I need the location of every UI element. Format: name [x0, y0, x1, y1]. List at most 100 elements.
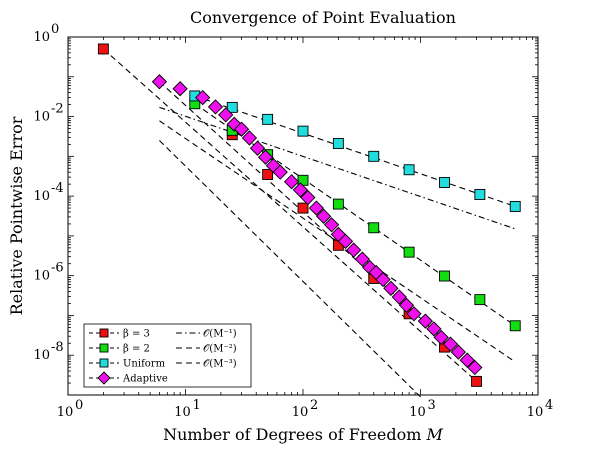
legend-entry-3: β = 3: [89, 329, 150, 340]
data-point: [308, 200, 325, 216]
data-point: [241, 130, 258, 146]
x-tick-label: 10: [527, 405, 544, 420]
data-point: [433, 329, 449, 346]
data-point: [172, 81, 188, 97]
y-tick-label-exponent: -6: [51, 261, 64, 276]
x-tick-label: 10: [409, 405, 426, 420]
data-point: [368, 150, 380, 162]
legend-marker: [99, 343, 109, 353]
y-axis-label: Relative Pointwise Error: [7, 116, 26, 315]
legend-label: Uniform: [123, 359, 166, 370]
fit-line-3: [103, 48, 477, 382]
data-point: [471, 375, 483, 387]
data-point: [509, 320, 521, 332]
legend-box: [83, 323, 252, 388]
data-point: [398, 297, 415, 313]
data-point: [316, 208, 332, 224]
data-point: [151, 74, 168, 90]
series-adaptive: [151, 74, 483, 376]
data-point: [346, 242, 362, 258]
data-point: [218, 107, 234, 123]
data-point: [195, 89, 211, 106]
data-point: [439, 270, 450, 282]
data-point: [272, 164, 288, 180]
x-tick-label: 10: [57, 405, 74, 420]
data-point: [354, 251, 370, 267]
data-point: [249, 140, 266, 156]
legend-label: Adaptive: [122, 374, 168, 385]
legend-label: β = 2: [123, 344, 150, 355]
data-point: [403, 164, 415, 176]
data-point: [450, 344, 466, 360]
data-point: [439, 177, 450, 188]
y-tick-label: 10: [33, 189, 50, 204]
data-point: [332, 198, 344, 210]
y-tick-label-exponent: -8: [51, 340, 64, 355]
data-point: [509, 200, 521, 212]
data-point: [207, 99, 224, 115]
legend-entry-uniform: Uniform: [89, 359, 166, 370]
data-point: [257, 149, 274, 165]
data-point: [233, 121, 250, 137]
data-point: [467, 359, 483, 376]
y-tick-label-exponent: 0: [51, 22, 59, 37]
x-tick-label-exponent: 4: [545, 398, 553, 413]
data-point: [300, 189, 316, 206]
legend-entry-adaptive: Adaptive: [89, 371, 168, 385]
x-tick-label-exponent: 1: [193, 398, 201, 413]
data-markers: [97, 43, 521, 387]
legend-label: 𝒪(M⁻¹): [203, 329, 237, 340]
data-point: [297, 202, 309, 214]
legend-entry-reference-1: 𝒪(M⁻¹): [176, 329, 237, 340]
x-axis-label: Number of Degrees of Freedom M: [163, 425, 443, 444]
data-point: [226, 101, 238, 113]
data-point: [323, 217, 340, 233]
data-point: [97, 43, 109, 55]
data-point: [226, 116, 242, 132]
data-point: [297, 125, 309, 137]
legend-label: β = 3: [123, 329, 150, 340]
legend-label: 𝒪(M⁻²): [203, 344, 237, 355]
data-point: [406, 306, 422, 322]
data-point: [474, 189, 486, 200]
data-point: [474, 294, 486, 306]
legend-entry-2: β = 2: [89, 344, 150, 355]
series-uniform: [189, 90, 521, 212]
x-tick-label-exponent: 0: [75, 398, 83, 413]
legend-entry-reference-2: 𝒪(M⁻²): [176, 344, 237, 355]
data-point: [292, 182, 309, 198]
data-point: [262, 169, 274, 180]
y-tick-label: 10: [33, 110, 50, 125]
reference-line-1: [159, 106, 516, 230]
data-point: [417, 313, 434, 329]
x-tick-label-exponent: 3: [428, 398, 436, 413]
fit-line-uniform: [194, 95, 516, 207]
data-point: [403, 246, 415, 258]
data-point: [283, 174, 300, 190]
legend-marker: [99, 358, 109, 368]
data-point: [383, 280, 399, 296]
data-point: [332, 138, 344, 149]
chart-title: Convergence of Point Evaluation: [190, 8, 456, 27]
y-tick-label: 10: [33, 269, 50, 284]
legend: β = 3 β = 2 Uniform Adaptive 𝒪(M⁻¹) 𝒪(M⁻²) 𝒪(M…: [83, 323, 252, 388]
legend-label: 𝒪(M⁻³): [203, 359, 237, 370]
legend-marker: [97, 371, 111, 385]
legend-entries: β = 3 β = 2 Uniform Adaptive 𝒪(M⁻¹) 𝒪(M⁻²) 𝒪(M…: [89, 329, 237, 385]
legend-entry-reference-3: 𝒪(M⁻³): [176, 359, 237, 370]
data-point: [459, 352, 475, 368]
reference-line-3: [159, 140, 421, 398]
x-tick-label: 10: [292, 405, 309, 420]
x-tick-label-exponent: 2: [310, 398, 318, 413]
data-point: [262, 113, 274, 125]
legend-marker: [99, 328, 109, 338]
data-point: [375, 271, 391, 288]
axis-ticks: [67, 37, 539, 396]
y-tick-label: 10: [33, 30, 50, 45]
y-tick-label-exponent: -4: [51, 181, 64, 196]
data-point: [337, 233, 354, 249]
x-tick-label: 10: [174, 405, 191, 420]
data-point: [442, 336, 459, 352]
